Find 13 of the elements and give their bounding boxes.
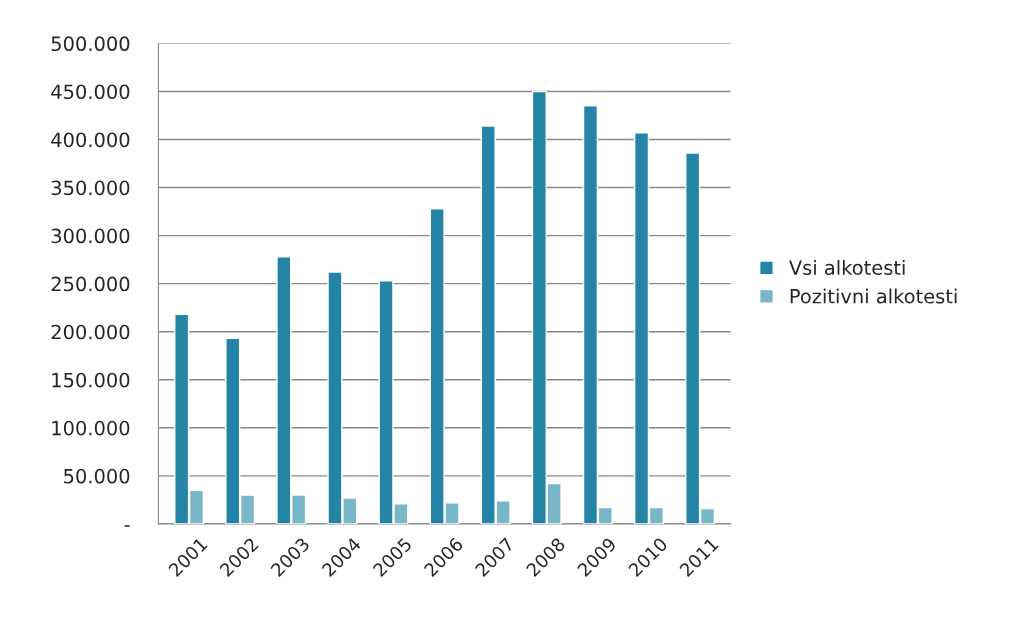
y-tick-label: 300.000 <box>51 228 130 244</box>
y-tick-label: 400.000 <box>51 132 130 148</box>
y-tick-label: 450.000 <box>51 84 130 100</box>
y-tick-label: 500.000 <box>51 36 130 52</box>
y-tick-label: 250.000 <box>51 276 130 292</box>
legend-label: Vsi alkotesti <box>788 259 905 276</box>
legend-label: Pozitivni alkotesti <box>790 288 957 304</box>
y-tick-label: 350.000 <box>51 180 130 196</box>
y-tick-label: 150.000 <box>52 372 130 388</box>
y-tick-label: 200.000 <box>51 324 130 340</box>
y-tick-label: 100.000 <box>52 420 130 436</box>
y-tick-label: 50.000 <box>64 468 130 484</box>
y-tick-label: - <box>124 525 130 527</box>
